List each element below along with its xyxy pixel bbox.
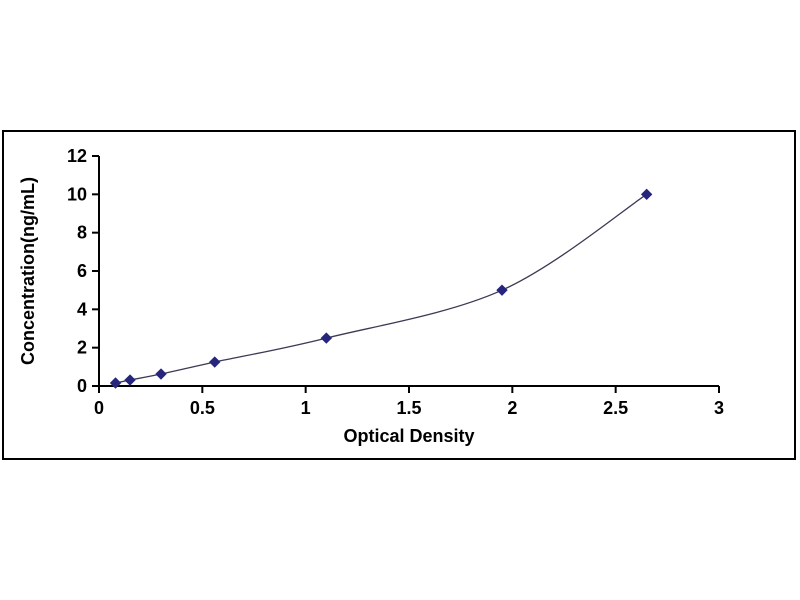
y-tick-label: 10: [67, 184, 87, 204]
data-point-marker: [640, 188, 653, 201]
x-tick-label: 3: [714, 398, 724, 418]
data-point-marker: [155, 368, 167, 380]
series-line: [115, 193, 648, 384]
standard-curve-chart: 0 0.5 1 1.5 2 2.5 3 0 2 4 6 8 10 12 Optical Density Con…: [18, 146, 724, 446]
data-point-marker: [320, 332, 333, 344]
y-tick-label: 0: [77, 376, 87, 396]
x-axis-title: Optical Density: [343, 426, 474, 446]
x-tick-label: 1.5: [396, 398, 421, 418]
y-tick-label: 2: [77, 338, 87, 358]
x-tick-label: 0.5: [190, 398, 215, 418]
y-tick-label: 8: [77, 223, 87, 243]
data-point-marker: [109, 377, 122, 389]
data-point-marker: [124, 374, 136, 386]
x-tick-label: 0: [94, 398, 104, 418]
data-point-marker: [496, 284, 508, 296]
data-point-marker: [209, 356, 221, 368]
x-tick-label: 1: [301, 398, 311, 418]
x-tick-label: 2: [507, 398, 517, 418]
y-axis-title: Concentration(ng/mL): [18, 177, 38, 365]
y-tick-label: 6: [77, 261, 87, 281]
y-tick-label: 12: [67, 146, 87, 166]
y-tick-label: 4: [77, 299, 87, 319]
chart-frame: 0 0.5 1 1.5 2 2.5 3 0 2 4 6 8 10 12 Optical Density Con…: [2, 130, 796, 460]
x-tick-label: 2.5: [603, 398, 628, 418]
